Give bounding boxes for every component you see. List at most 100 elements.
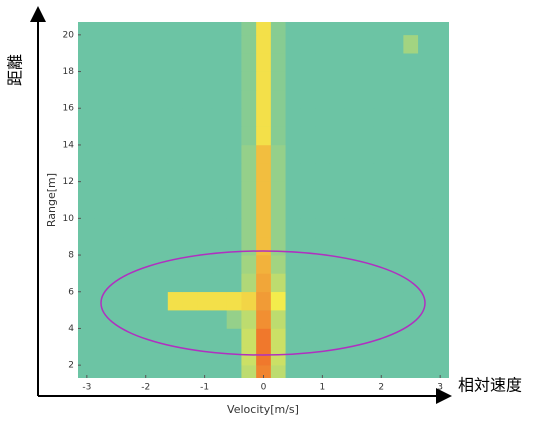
heat-cell [182, 53, 198, 72]
heat-cell [241, 163, 257, 182]
x-tick-label: 0 [261, 383, 267, 393]
heat-cell [270, 181, 286, 201]
heat-cell [359, 71, 375, 91]
heat-cell [329, 163, 345, 182]
heat-cell [285, 89, 301, 109]
heat-cell [123, 346, 139, 366]
heat-cell [123, 273, 139, 293]
heat-cell [211, 236, 227, 256]
heat-cell [300, 310, 316, 329]
heat-cell [285, 291, 301, 311]
heat-cell [315, 34, 331, 54]
heat-cell [388, 89, 404, 109]
heat-cell [197, 218, 213, 238]
heat-cell [270, 53, 286, 72]
heat-cell [211, 255, 227, 274]
heat-cell [418, 163, 434, 182]
heat-cell [211, 53, 227, 72]
heat-cell [226, 346, 242, 366]
heat-cell [388, 310, 404, 329]
heat-cell [418, 144, 434, 164]
heat-cell [153, 218, 169, 238]
heat-cell [315, 144, 331, 164]
heat-cell [300, 108, 316, 127]
heat-cell [418, 108, 434, 127]
heat-cell [418, 365, 434, 378]
heat-cell [432, 89, 448, 109]
heat-cell [108, 34, 124, 54]
heat-cell [94, 273, 110, 293]
heat-cell [167, 291, 183, 311]
heat-cell [108, 200, 124, 219]
heat-cell [432, 144, 448, 164]
heat-cell [138, 328, 154, 348]
heat-cell [153, 346, 169, 366]
heat-cell [79, 126, 95, 146]
heat-cell [270, 365, 286, 378]
heat-cell [344, 273, 360, 293]
heat-cell [211, 346, 227, 366]
heat-cell [153, 365, 169, 378]
heat-cell [226, 126, 242, 146]
heat-cell [108, 71, 124, 91]
heat-cell [359, 144, 375, 164]
heat-cell [432, 108, 448, 127]
heat-cell [138, 163, 154, 182]
heat-cell [256, 255, 272, 274]
heat-cell [300, 255, 316, 274]
heat-cell [256, 346, 272, 366]
heat-cell [153, 126, 169, 146]
heat-cell [167, 181, 183, 201]
heat-cell [388, 53, 404, 72]
heat-cell [211, 89, 227, 109]
heat-cell [241, 200, 257, 219]
heat-cell [197, 328, 213, 348]
heat-cell [388, 255, 404, 274]
heat-cell [315, 163, 331, 182]
heat-cell [373, 22, 389, 36]
heat-cell [182, 108, 198, 127]
heat-cell [241, 273, 257, 293]
heat-cell [153, 34, 169, 54]
heat-cell [167, 163, 183, 182]
heat-cell [432, 163, 448, 182]
heat-cell [167, 218, 183, 238]
heat-cell [329, 181, 345, 201]
heat-cell [373, 310, 389, 329]
heat-cell [153, 163, 169, 182]
heat-cell [270, 89, 286, 109]
heat-cell [79, 273, 95, 293]
heat-cell [403, 163, 419, 182]
heat-cell [373, 126, 389, 146]
heat-cell [226, 53, 242, 72]
heat-cell [79, 163, 95, 182]
heat-cell [167, 328, 183, 348]
heat-cell [373, 218, 389, 238]
heat-cell [182, 89, 198, 109]
heat-cell [167, 310, 183, 329]
heat-cell [167, 273, 183, 293]
heat-cell [315, 22, 331, 36]
heat-cell [226, 291, 242, 311]
heat-cell [418, 328, 434, 348]
heat-cell [108, 22, 124, 36]
heat-cell [94, 108, 110, 127]
heat-cell [94, 255, 110, 274]
heat-cell [108, 236, 124, 256]
heat-cell [403, 22, 419, 36]
heat-cell [226, 200, 242, 219]
heat-cell [182, 365, 198, 378]
heat-cell [270, 71, 286, 91]
heat-cell [270, 291, 286, 311]
x-tick-label: 3 [437, 383, 443, 393]
heat-cell [226, 71, 242, 91]
heat-cell [211, 365, 227, 378]
heat-cell [315, 346, 331, 366]
heat-cell [226, 255, 242, 274]
heat-cell [138, 291, 154, 311]
heat-cell [285, 273, 301, 293]
heat-cell [94, 346, 110, 366]
heat-cell [182, 255, 198, 274]
heat-cell [167, 200, 183, 219]
heat-cell [403, 218, 419, 238]
